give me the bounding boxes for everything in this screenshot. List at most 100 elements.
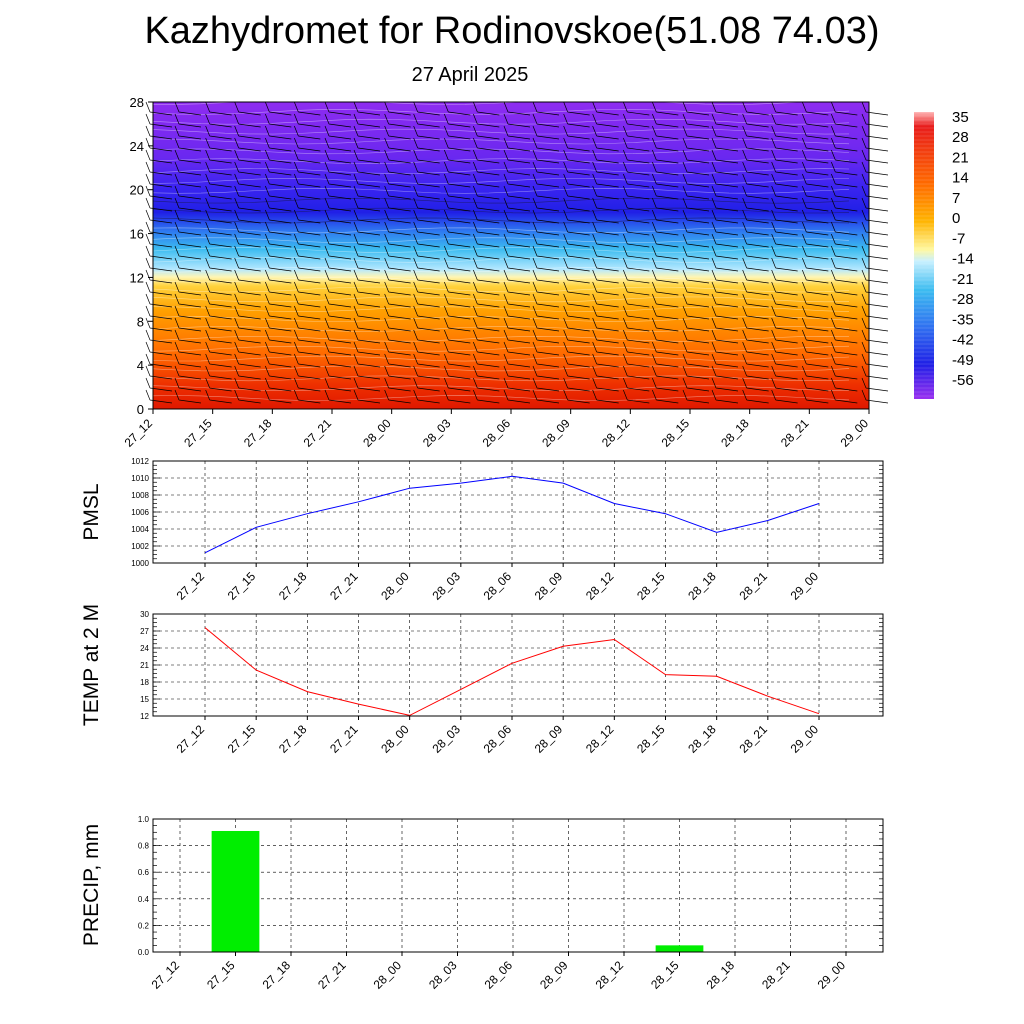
wind-barb	[831, 113, 858, 128]
wind-barb	[682, 137, 710, 152]
wind-barb	[532, 341, 560, 356]
wind-barb	[711, 377, 739, 392]
wind-barb	[473, 329, 500, 344]
x-tick-label: 27_15	[204, 958, 238, 992]
wind-barb	[294, 185, 321, 200]
wind-barb	[444, 293, 471, 308]
y-tick-label: 0.2	[138, 921, 150, 930]
wind-barb	[563, 161, 590, 176]
wind-barb	[413, 113, 440, 128]
x-tick-label: 29_00	[788, 722, 822, 756]
wind-barb	[802, 329, 829, 344]
wind-barb	[473, 377, 500, 392]
wind-barb	[384, 353, 411, 368]
wind-barb	[563, 113, 590, 128]
wind-barb	[294, 245, 321, 260]
y-tick-label: 0.6	[138, 868, 150, 877]
wind-barb	[205, 353, 232, 368]
wind-barb	[265, 161, 292, 176]
wind-barb	[861, 221, 889, 236]
wind-barb	[563, 125, 590, 140]
wind-barb	[682, 113, 710, 128]
wind-barb	[771, 149, 798, 164]
wind-barb	[205, 317, 232, 332]
wind-barb	[861, 137, 889, 152]
colorbar-label: -56	[952, 372, 974, 389]
wind-barb	[384, 209, 411, 224]
wind-barb	[265, 101, 292, 116]
wind-barb	[563, 101, 590, 116]
wind-barb	[563, 317, 590, 332]
wind-barb	[652, 125, 679, 140]
wind-barb	[532, 233, 560, 248]
wind-barb	[234, 149, 261, 164]
wind-barb	[234, 209, 261, 224]
x-tick-label: 28_09	[537, 958, 571, 992]
wind-barb	[711, 281, 739, 296]
wind-barb	[205, 269, 232, 284]
wind-barb	[145, 161, 173, 176]
wind-barb	[413, 173, 440, 188]
wind-barb	[742, 209, 769, 224]
wind-barb	[444, 269, 471, 284]
x-tick-label: 28_15	[648, 958, 682, 992]
wind-barb	[771, 305, 798, 320]
wind-barb	[652, 185, 679, 200]
wind-barb	[711, 197, 739, 212]
wind-barb	[473, 197, 500, 212]
wind-barb	[532, 113, 560, 128]
wind-barb	[413, 125, 440, 140]
wind-barb	[444, 305, 471, 320]
wind-barb	[563, 257, 590, 272]
wind-barb	[861, 329, 889, 344]
wind-barb	[145, 329, 173, 344]
wind-barb	[682, 209, 710, 224]
x-tick-label: 27_21	[327, 569, 361, 603]
wind-barb	[861, 245, 889, 260]
wind-barb	[711, 305, 739, 320]
wind-barb	[861, 209, 889, 224]
x-tick-label: 28_03	[420, 416, 454, 450]
wind-barb	[563, 281, 590, 296]
wind-barb	[265, 113, 292, 128]
wind-barb	[294, 353, 321, 368]
x-tick-label: 28_03	[429, 569, 463, 603]
wind-barb	[174, 377, 202, 392]
x-tick-label: 28_18	[685, 569, 719, 603]
wind-barb	[771, 101, 798, 116]
wind-barb	[294, 221, 321, 236]
wind-barb	[592, 377, 619, 392]
wind-barb	[563, 389, 590, 404]
wind-barb	[503, 113, 531, 128]
wind-barb	[592, 233, 619, 248]
wind-barb	[742, 137, 769, 152]
wind-barb	[831, 233, 858, 248]
wind-barb	[413, 161, 440, 176]
contour-line	[152, 257, 850, 263]
wind-barb	[145, 173, 173, 188]
wind-barb	[174, 137, 202, 152]
wind-barb	[742, 365, 769, 380]
wind-barb	[444, 329, 471, 344]
colorbar-label: -35	[952, 311, 974, 328]
wind-barb	[682, 185, 710, 200]
wind-barb	[503, 353, 531, 368]
wind-barb	[473, 317, 500, 332]
wind-barb	[742, 101, 769, 116]
section-fill	[153, 102, 869, 409]
y-tick-label: 1004	[131, 525, 149, 534]
wind-barb	[324, 197, 352, 212]
wind-barb	[174, 269, 202, 284]
wind-barb	[802, 137, 829, 152]
x-tick-label: 28_06	[481, 722, 515, 756]
wind-barb	[771, 293, 798, 308]
wind-barb	[174, 233, 202, 248]
wind-barb	[771, 197, 798, 212]
wind-barb	[353, 281, 381, 296]
wind-barb	[473, 161, 500, 176]
y-tick-label: 18	[140, 678, 149, 687]
wind-barb	[324, 185, 352, 200]
wind-barb	[444, 137, 471, 152]
wind-barb	[205, 101, 232, 116]
